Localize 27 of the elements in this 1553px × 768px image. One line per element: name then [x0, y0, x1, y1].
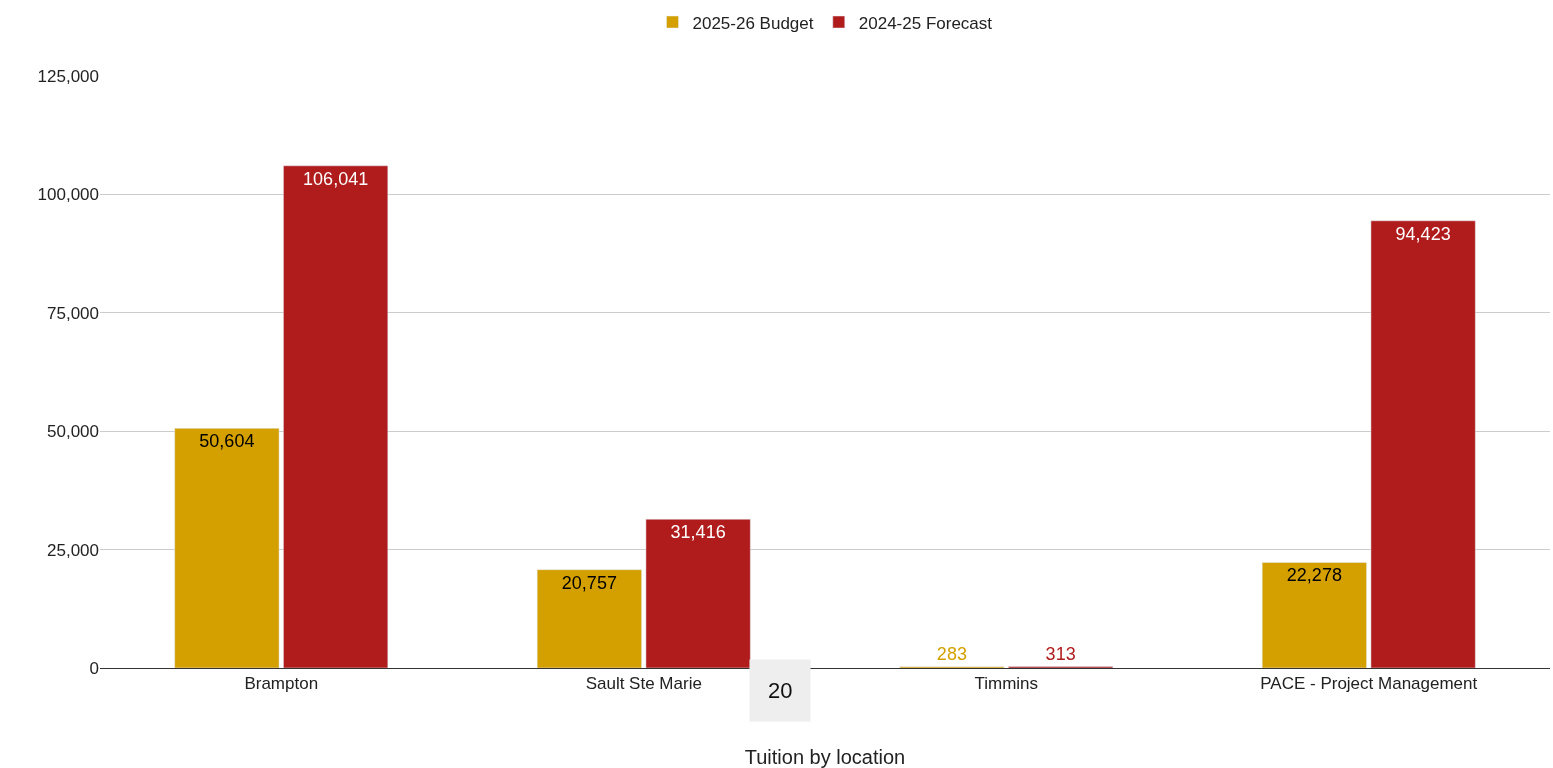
data-label: 31,416 — [670, 522, 726, 543]
data-label: 50,604 — [199, 431, 255, 452]
data-label: 313 — [1045, 643, 1076, 664]
data-label: 20,757 — [561, 572, 617, 593]
y-tick-label: 25,000 — [47, 540, 99, 560]
y-tick-label: 0 — [89, 658, 99, 678]
data-label: 94,423 — [1395, 223, 1451, 244]
x-tick-label: Sault Ste Marie — [585, 674, 702, 694]
bar — [1261, 562, 1367, 668]
bar — [174, 428, 280, 668]
bar — [536, 569, 642, 668]
y-tick-label: 125,000 — [37, 66, 99, 86]
data-label: 283 — [936, 643, 967, 664]
text: 20 — [768, 678, 793, 703]
bar — [283, 165, 389, 668]
data-label: 106,041 — [303, 168, 369, 189]
x-tick-label: Brampton — [244, 674, 319, 694]
legend-label: 2024-25 Forecast — [858, 13, 993, 33]
y-tick-label: 100,000 — [37, 185, 99, 205]
x-tick-label: Timmins — [974, 674, 1039, 694]
y-tick-label: 75,000 — [47, 303, 99, 323]
x-axis-title: Tuition by location — [744, 746, 906, 768]
x-tick-label: PACE - Project Management — [1260, 674, 1478, 694]
legend-label: 2025-26 Budget — [692, 13, 814, 33]
bar — [1370, 220, 1476, 668]
y-tick-label: 50,000 — [47, 422, 99, 442]
data-label: 22,278 — [1286, 565, 1342, 586]
